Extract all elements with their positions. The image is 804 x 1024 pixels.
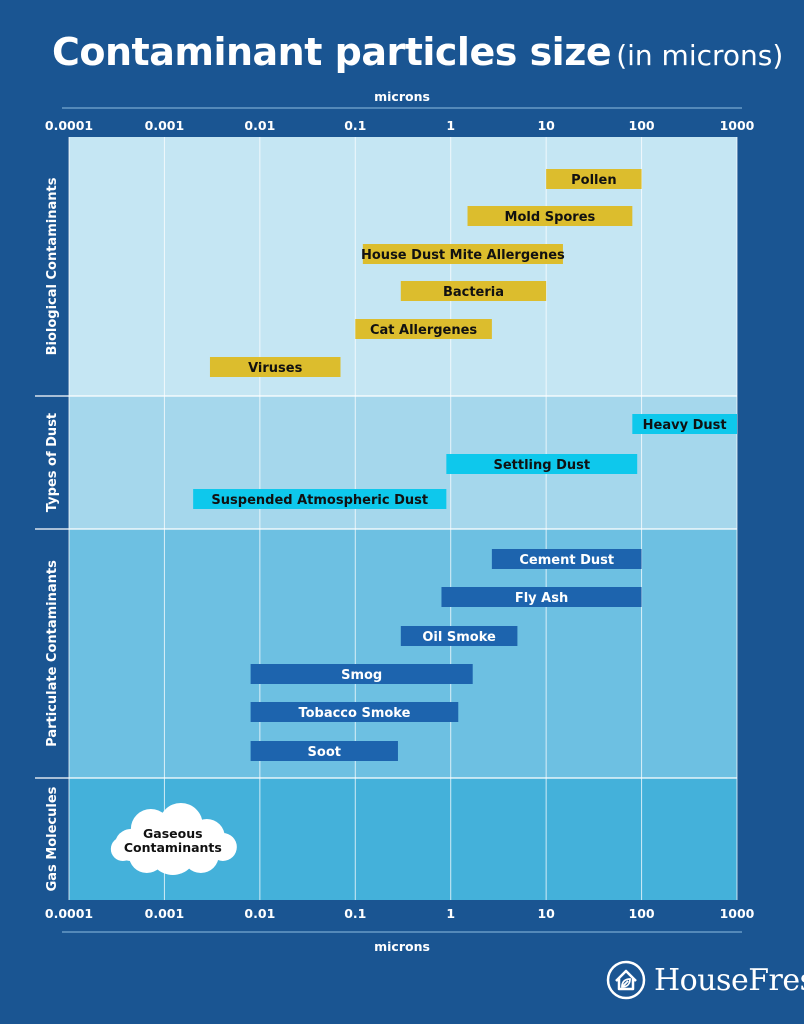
bar [632, 414, 737, 434]
x-axis-label-top: microns [374, 89, 430, 104]
bar [250, 664, 473, 684]
bar [250, 702, 459, 722]
bar-label: Fly Ash [515, 591, 568, 606]
group-label: Particulate Contaminants [45, 560, 60, 747]
bar-label: Pollen [571, 173, 616, 188]
bar-label: Mold Spores [505, 210, 596, 225]
chart-title-main: Contaminant particles size [52, 30, 612, 74]
bar [193, 489, 447, 509]
bar [250, 741, 398, 761]
bar-label: Heavy Dust [643, 418, 727, 433]
bar-label: House Dust Mite Allergenes [361, 248, 565, 263]
house-leaf-icon [606, 960, 646, 1000]
x-tick-label-top: 100 [629, 118, 655, 133]
x-tick-label-bottom: 10 [537, 906, 555, 921]
x-tick-label-top: 0.0001 [45, 118, 93, 133]
x-tick-label-top: 0.1 [344, 118, 366, 133]
x-tick-label-bottom: 100 [629, 906, 655, 921]
group-label: Biological Contaminants [45, 177, 60, 355]
x-tick-label-top: 10 [537, 118, 555, 133]
bar-label: Gaseous [143, 826, 203, 841]
cloud-shape [110, 803, 237, 875]
bar-label: Smog [341, 668, 382, 683]
x-tick-label-bottom: 1000 [720, 906, 755, 921]
x-tick-label-bottom: 0.001 [145, 906, 185, 921]
group-label: Gas Molecules [45, 786, 60, 891]
x-axis-label-bottom: microns [374, 939, 430, 954]
bar [400, 281, 547, 301]
bar-label: Cat Allergenes [370, 323, 477, 338]
x-tick-label-top: 0.001 [145, 118, 185, 133]
bar-label: Bacteria [443, 285, 504, 300]
x-tick-label-bottom: 1 [446, 906, 455, 921]
bar [400, 626, 518, 646]
chart-title-sub: (in microns) [616, 39, 784, 72]
group-label: Types of Dust [45, 413, 60, 512]
x-tick-label-bottom: 0.01 [244, 906, 275, 921]
x-tick-label-top: 1 [446, 118, 455, 133]
bar-label: Tobacco Smoke [298, 706, 410, 721]
x-tick-label-top: 1000 [720, 118, 755, 133]
x-tick-label-bottom: 0.0001 [45, 906, 93, 921]
bar [491, 549, 642, 569]
bar [362, 244, 563, 264]
bar-label: Viruses [248, 361, 303, 376]
bar-label: Contaminants [124, 840, 222, 855]
bar-label: Soot [308, 745, 341, 760]
chart-title: Contaminant particles size (in microns) [52, 30, 783, 74]
brand-logo: HouseFresh [606, 960, 804, 1000]
bar [441, 587, 642, 607]
bar-label: Settling Dust [493, 458, 590, 473]
group-background [69, 529, 737, 778]
bar [446, 454, 638, 474]
bar-label: Cement Dust [519, 553, 614, 568]
x-tick-label-top: 0.01 [244, 118, 275, 133]
brand-name: HouseFresh [654, 962, 804, 998]
bar [209, 357, 341, 377]
x-tick-label-bottom: 0.1 [344, 906, 366, 921]
bar [546, 169, 642, 189]
bar [467, 206, 633, 226]
bar-label: Suspended Atmospheric Dust [211, 493, 428, 508]
bar-label: Oil Smoke [422, 630, 496, 645]
bar [355, 319, 492, 339]
